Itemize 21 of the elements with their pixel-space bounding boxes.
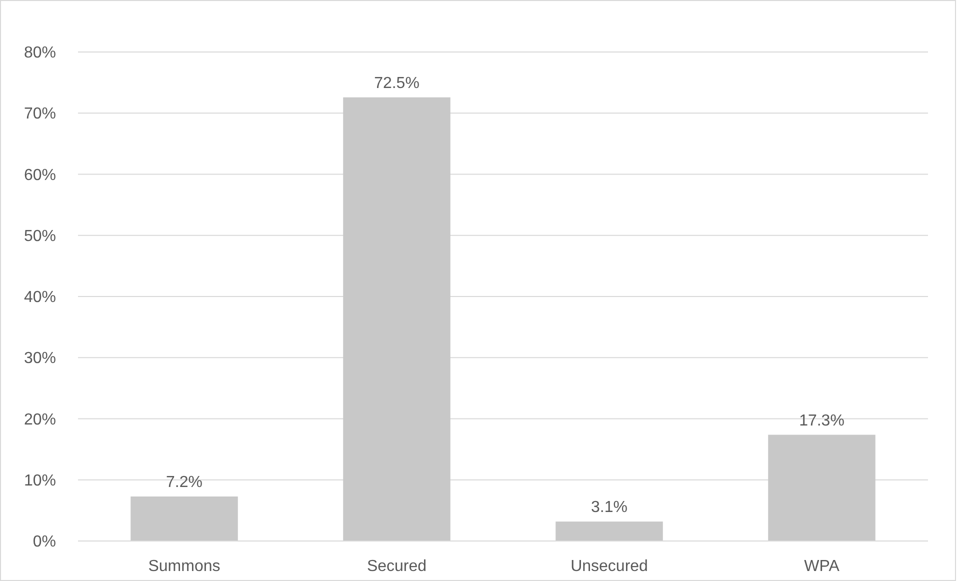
- bar: [556, 522, 663, 542]
- bar: [768, 434, 876, 542]
- y-tick-label: 50%: [24, 228, 56, 245]
- y-tick-label: 20%: [24, 411, 56, 428]
- y-tick-label: 10%: [24, 472, 56, 490]
- x-tick-label: Summons: [148, 558, 220, 575]
- x-tick-label: Unsecured: [570, 558, 648, 575]
- data-label: 3.1%: [591, 499, 628, 516]
- data-label: 7.2%: [166, 474, 202, 491]
- data-label: 72.5%: [374, 74, 420, 92]
- x-tick-label: Secured: [366, 558, 427, 575]
- data-label: 17.3%: [799, 412, 844, 430]
- y-tick-label: 40%: [24, 289, 56, 306]
- y-tick-label: 70%: [24, 106, 56, 123]
- y-tick-label: 0%: [32, 534, 56, 551]
- y-tick-label: 80%: [24, 44, 56, 62]
- y-tick-label: 60%: [24, 166, 56, 184]
- x-tick-label: WPA: [804, 558, 840, 575]
- bar: [130, 496, 238, 542]
- bar: [343, 97, 450, 542]
- y-tick-label: 30%: [24, 350, 56, 368]
